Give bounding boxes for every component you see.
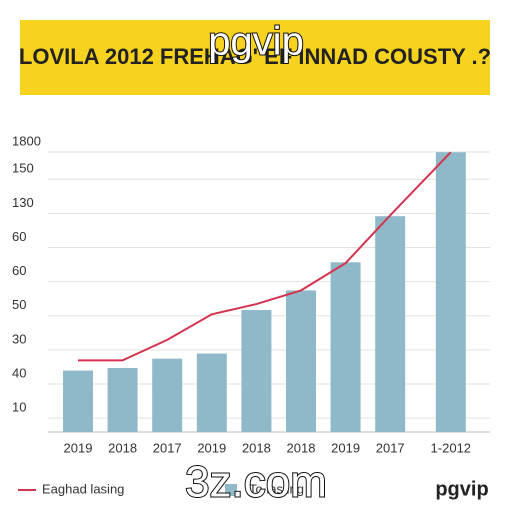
bar bbox=[435, 152, 466, 432]
y-tick-label: 1800 bbox=[12, 133, 41, 148]
bar bbox=[241, 310, 272, 432]
x-tick-label: 2019 bbox=[197, 440, 226, 455]
y-tick-label: 60 bbox=[12, 229, 26, 244]
x-tick-label: 2017 bbox=[376, 440, 405, 455]
bar bbox=[330, 262, 361, 432]
bar bbox=[152, 358, 183, 432]
y-tick-label: 130 bbox=[12, 195, 34, 210]
bar bbox=[63, 370, 93, 432]
x-tick-label: 2019 bbox=[64, 440, 93, 455]
bar bbox=[196, 353, 227, 432]
bar bbox=[286, 290, 316, 432]
y-tick-label: 10 bbox=[12, 400, 26, 415]
bar bbox=[375, 216, 406, 432]
watermark: 3z.com bbox=[185, 458, 327, 507]
y-tick-label: 40 bbox=[12, 365, 26, 380]
bar bbox=[107, 368, 138, 432]
x-tick-label: 2018 bbox=[287, 440, 316, 455]
y-tick-label: 30 bbox=[12, 331, 26, 346]
chart-title: LOVILA 2012 FREHAG' EF INNAD COUSTY .? bbox=[19, 44, 491, 69]
x-tick-label: 2017 bbox=[153, 440, 182, 455]
title-band bbox=[20, 20, 490, 95]
x-tick-label: 2018 bbox=[108, 440, 137, 455]
y-tick-label: 150 bbox=[12, 161, 34, 176]
x-tick-label: 1-2012 bbox=[431, 440, 471, 455]
legend-label: Eaghad lasing bbox=[42, 481, 124, 496]
x-tick-label: 2018 bbox=[242, 440, 271, 455]
legend-swatch bbox=[225, 484, 237, 496]
y-tick-label: 50 bbox=[12, 297, 26, 312]
y-tick-label: 60 bbox=[12, 263, 26, 278]
legend-label: To lasting bbox=[249, 481, 304, 496]
x-tick-label: 2019 bbox=[331, 440, 360, 455]
logo: pgvip bbox=[435, 478, 488, 500]
watermark: pgvip bbox=[208, 20, 304, 64]
line bbox=[78, 151, 452, 362]
